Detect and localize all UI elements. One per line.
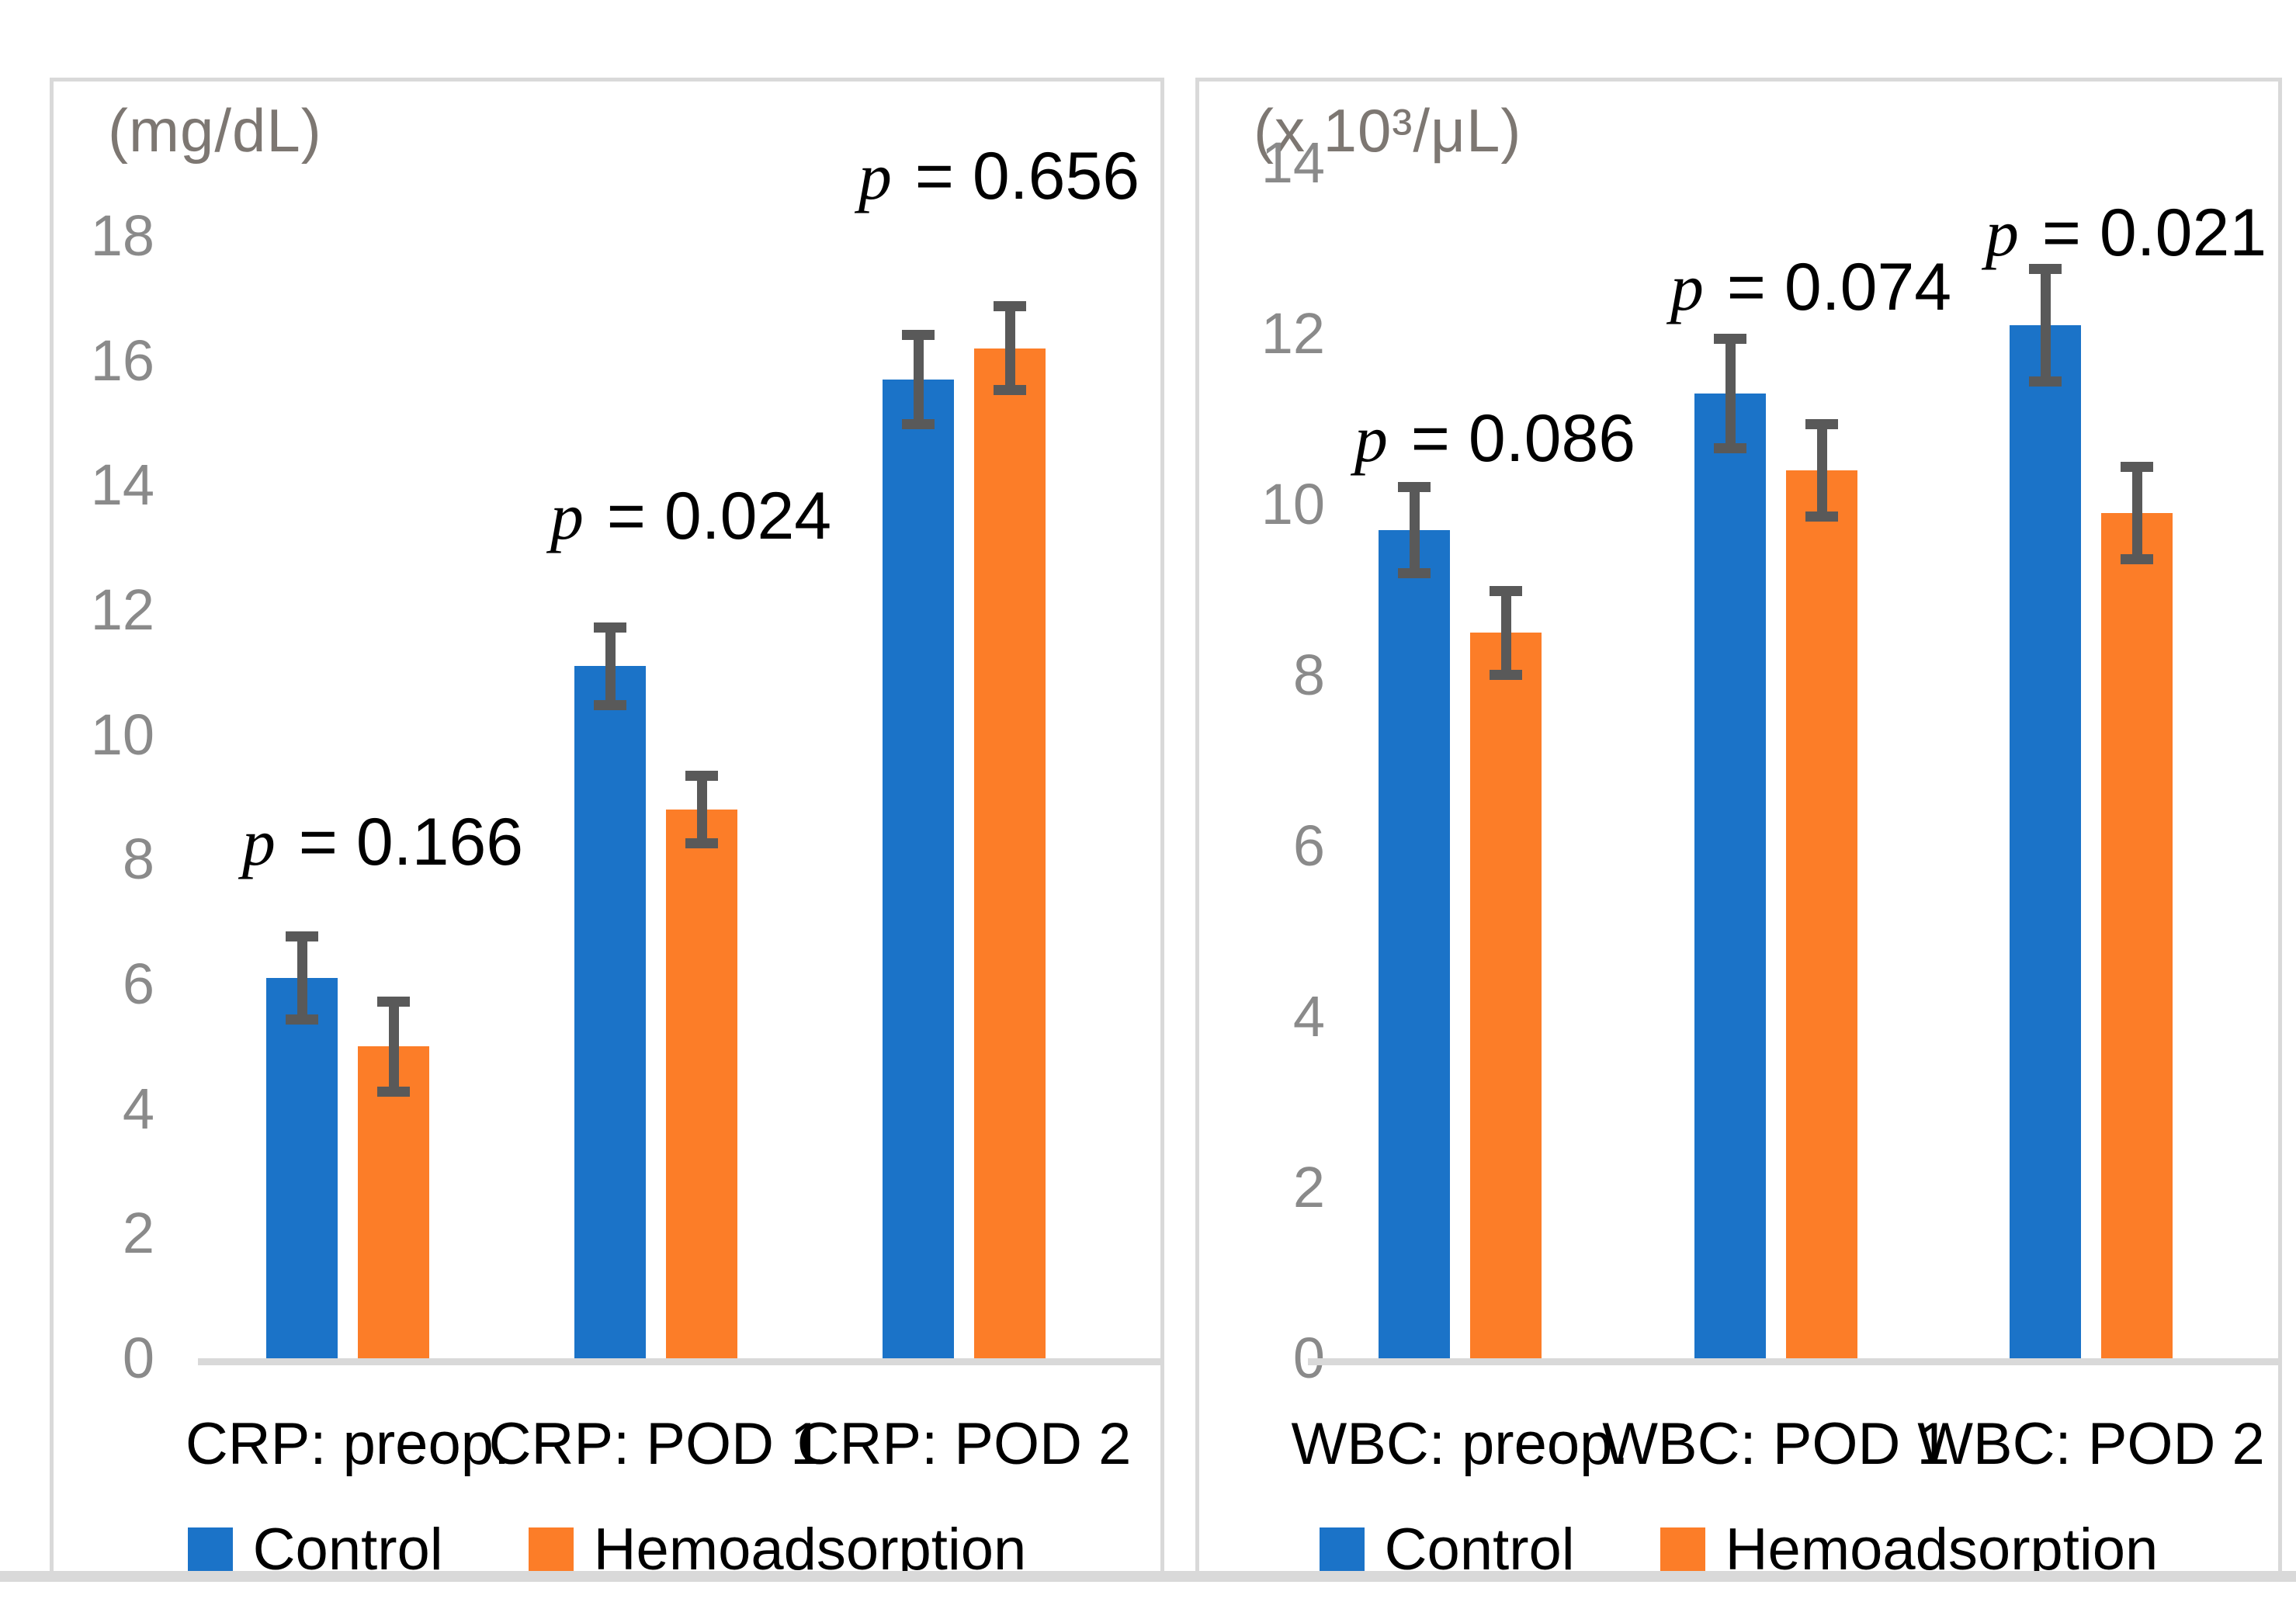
error-bar-line <box>1500 585 1511 680</box>
category-label: WBC: preop. <box>1291 1411 1629 1477</box>
error-bar-line <box>2040 263 2051 387</box>
p-value-label: p = 0.021 <box>1985 196 2267 270</box>
bar-control <box>266 977 338 1358</box>
y-axis-tick-label: 2 <box>1292 1155 1325 1219</box>
category-label: WBC: POD 1 <box>1602 1411 1950 1477</box>
error-bar-cap-bottom <box>1714 443 1746 453</box>
y-axis-tick-label: 6 <box>1292 813 1325 878</box>
error-bar-cap-top <box>994 301 1026 312</box>
p-symbol: p <box>1985 196 2019 270</box>
p-value-label: p = 0.166 <box>241 805 524 879</box>
bar-hemoadsorption <box>666 810 737 1358</box>
error-bar-cap-bottom <box>1490 669 1522 680</box>
p-value-label: p = 0.086 <box>1354 401 1636 476</box>
figure-bottom-rule <box>0 1571 2296 1582</box>
error-bar-line <box>696 771 707 848</box>
bar-control <box>2010 325 2081 1358</box>
p-value-label: p = 0.656 <box>858 139 1140 213</box>
y-axis-tick-label: 0 <box>122 1326 154 1390</box>
error-bar-cap-top <box>594 622 626 633</box>
y-axis-tick-label: 6 <box>122 952 154 1017</box>
wbc-y-axis-unit-label: (x 10³/μL) <box>1254 96 1522 165</box>
control-legend-swatch-icon <box>1319 1527 1365 1573</box>
error-bar-line <box>2131 462 2142 564</box>
error-bar-line <box>605 622 616 710</box>
error-bar-cap-bottom <box>286 1014 318 1025</box>
error-bar-cap-top <box>2121 462 2153 472</box>
error-bar-cap-top <box>1398 482 1431 493</box>
error-bar-cap-bottom <box>994 384 1026 395</box>
y-axis-tick-label: 14 <box>90 453 154 518</box>
error-bar-cap-top <box>286 931 318 941</box>
y-axis-tick-label: 8 <box>1292 643 1325 707</box>
error-bar-cap-bottom <box>685 837 718 848</box>
error-bar-line <box>913 329 924 430</box>
category-label: CRP: preop. <box>185 1411 511 1477</box>
y-axis-tick-label: 8 <box>122 827 154 892</box>
wbc-chart-panel: (x 10³/μL) 14 12 10 8 6 4 2 0 WBC: preop. p = 0.0… <box>1195 78 2282 1583</box>
bar-control <box>574 666 646 1358</box>
hemoadsorption-legend-swatch-icon <box>1660 1527 1705 1573</box>
y-axis-tick-label: 0 <box>1199 1324 1325 1392</box>
bar-hemoadsorption <box>358 1046 429 1358</box>
crp-y-axis-unit-label: (mg/dL) <box>108 96 322 165</box>
error-bar-cap-bottom <box>377 1086 410 1097</box>
y-axis-tick-label: 14 <box>1261 130 1325 195</box>
p-symbol: p <box>858 139 892 213</box>
error-bar-line <box>1725 334 1736 453</box>
p-value-label: p = 0.074 <box>1670 250 1952 324</box>
control-legend-swatch-icon <box>187 1527 233 1573</box>
p-value-label: p = 0.024 <box>550 479 832 553</box>
y-axis-tick-label: 16 <box>90 328 154 393</box>
error-bar-cap-top <box>2029 263 2062 274</box>
p-symbol: p <box>550 479 584 553</box>
bar-control <box>1379 530 1450 1358</box>
bar-hemoadsorption <box>974 348 1046 1358</box>
error-bar-cap-top <box>377 997 410 1007</box>
bar-hemoadsorption <box>1470 633 1542 1358</box>
bar-control <box>1694 394 1766 1358</box>
y-axis-tick-label: 18 <box>90 203 154 269</box>
y-axis-tick-label: 4 <box>122 1076 154 1141</box>
error-bar-cap-top <box>685 771 718 782</box>
y-axis-tick-label: 10 <box>1261 472 1325 536</box>
error-bar-cap-bottom <box>1805 511 1838 522</box>
error-bar-line <box>1816 419 1827 522</box>
category-label: WBC: POD 2 <box>1917 1411 2265 1477</box>
p-symbol: p <box>241 805 276 879</box>
category-label: CRP: POD 2 <box>796 1411 1132 1477</box>
p-symbol: p <box>1354 401 1388 476</box>
bar-hemoadsorption <box>2101 513 2173 1358</box>
category-label: CRP: POD 1 <box>488 1411 824 1477</box>
crp-chart-panel: (mg/dL) 18 16 14 12 10 8 6 4 2 0 CRP: preop. p = 0.… <box>50 78 1164 1583</box>
error-bar-cap-bottom <box>902 419 935 430</box>
y-axis-tick-label: 2 <box>122 1201 154 1266</box>
y-axis-tick-label: 4 <box>1292 984 1325 1049</box>
error-bar-cap-top <box>1805 419 1838 429</box>
error-bar-line <box>1004 301 1015 395</box>
error-bar-cap-bottom <box>594 699 626 710</box>
error-bar-line <box>1409 482 1420 578</box>
p-symbol: p <box>1670 250 1704 324</box>
error-bar-cap-bottom <box>2029 376 2062 387</box>
error-bar-cap-top <box>902 329 935 340</box>
bar-hemoadsorption <box>1786 470 1857 1358</box>
error-bar-cap-top <box>1490 585 1522 596</box>
x-axis-line <box>1308 1358 2278 1365</box>
wbc-plot-area: 14 12 10 8 6 4 2 0 WBC: preop. p = 0.086 WBC: POD … <box>1199 81 2278 1582</box>
error-bar-cap-bottom <box>1398 567 1431 578</box>
crp-plot-area: 18 16 14 12 10 8 6 4 2 0 CRP: preop. p = 0.166 CRP: … <box>54 81 1164 1582</box>
x-axis-line <box>198 1358 1164 1365</box>
y-axis-tick-label: 12 <box>1261 301 1325 366</box>
bar-control <box>883 379 954 1358</box>
error-bar-cap-bottom <box>2121 554 2153 564</box>
error-bar-cap-top <box>1714 334 1746 344</box>
error-bar-line <box>297 931 307 1025</box>
error-bar-line <box>388 997 399 1097</box>
y-axis-tick-label: 10 <box>90 702 154 767</box>
y-axis-tick-label: 12 <box>90 577 154 643</box>
hemoadsorption-legend-swatch-icon <box>528 1527 574 1573</box>
